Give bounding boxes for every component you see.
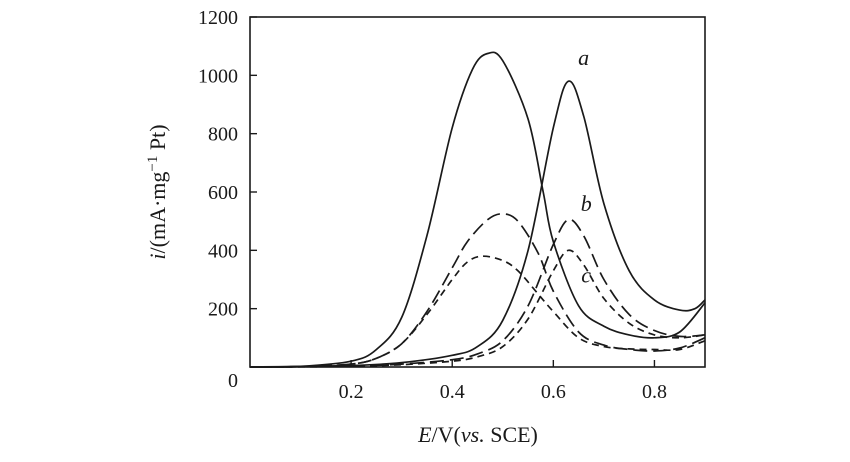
x-tick-label: 0.4 bbox=[440, 381, 465, 403]
series-1-forward-scan bbox=[249, 80, 706, 368]
curve-label-b: b bbox=[581, 191, 592, 216]
series-group bbox=[249, 51, 706, 368]
plot-frame bbox=[249, 16, 706, 368]
x-tick-label: 0.8 bbox=[642, 381, 667, 403]
x-axis-title: E/V(vs. SCE) bbox=[417, 422, 538, 447]
series-1-reverse-scan bbox=[249, 51, 706, 368]
series-3-reverse-scan bbox=[249, 255, 706, 368]
series-2-forward-scan bbox=[249, 218, 706, 368]
y-tick-label: 600 bbox=[208, 182, 238, 204]
curve-label-a: a bbox=[578, 45, 589, 70]
x-axis: 0.2 0.4 0.6 0.8 bbox=[339, 360, 667, 403]
y-tick-label: 1200 bbox=[198, 7, 238, 29]
curve-label-c: c bbox=[581, 262, 591, 287]
x-tick-label: 0.2 bbox=[339, 381, 364, 403]
y-tick-label: 400 bbox=[208, 240, 238, 262]
y-tick-label: 200 bbox=[208, 299, 238, 321]
y-tick-label: 0 bbox=[228, 370, 238, 392]
x-tick-label: 0.6 bbox=[541, 381, 566, 403]
y-tick-label: 800 bbox=[208, 124, 238, 146]
y-axis: 0 200 400 600 800 1000 1200 bbox=[198, 7, 257, 392]
curve-labels: a b c bbox=[578, 45, 592, 287]
y-tick-label: 1000 bbox=[198, 65, 238, 87]
y-axis-title: i/(mA·mg−1 Pt) bbox=[145, 124, 170, 259]
series-2-reverse-scan bbox=[249, 213, 706, 368]
